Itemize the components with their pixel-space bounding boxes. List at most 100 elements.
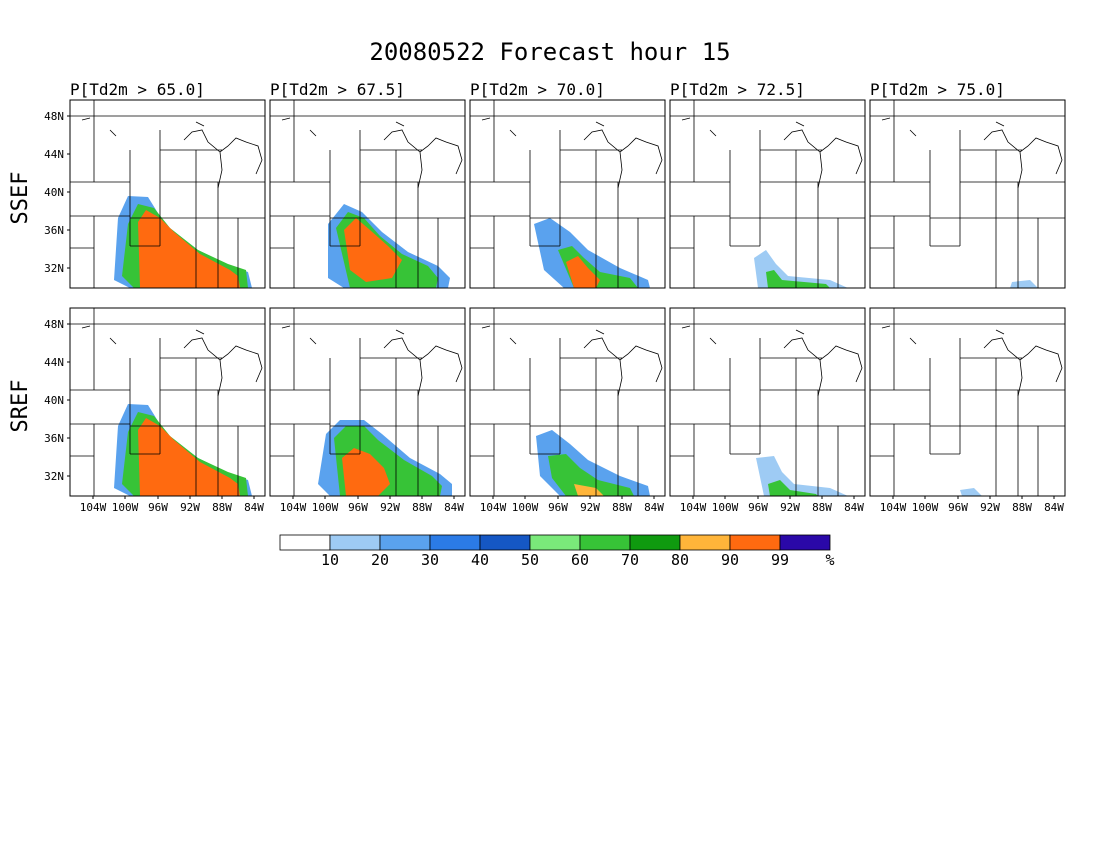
map-panel-ssef-3: P[Td2m > 70.0] — [469, 80, 666, 289]
great-lakes-coastline — [281, 117, 463, 189]
great-lakes-coastline — [481, 117, 663, 189]
colorbar-label: 60 — [571, 551, 589, 569]
lon-label: 84W — [444, 501, 464, 514]
map-frame — [669, 99, 866, 289]
lon-label: 100W — [312, 501, 339, 514]
lon-label: 104W — [880, 501, 907, 514]
figure-title: 20080522 Forecast hour 15 — [369, 38, 730, 66]
map-frame — [869, 307, 1066, 497]
colorbar-label: % — [825, 551, 834, 569]
probability-field — [960, 488, 982, 496]
lon-label: 100W — [512, 501, 539, 514]
great-lakes-coastline — [881, 325, 1063, 397]
map-frame — [469, 99, 666, 289]
lon-label: 88W — [812, 501, 832, 514]
colorbar-cell — [729, 534, 781, 551]
probability-field — [548, 454, 634, 496]
colorbar-label: 10 — [321, 551, 339, 569]
lon-label: 88W — [612, 501, 632, 514]
lat-label: 40N — [44, 186, 64, 199]
lon-label: 104W — [280, 501, 307, 514]
great-lakes-coastline — [81, 117, 263, 189]
colorbar-label: 80 — [671, 551, 689, 569]
lon-label: 92W — [980, 501, 1000, 514]
state-boundaries — [470, 100, 665, 288]
colorbar-label: 20 — [371, 551, 389, 569]
colorbar-label: 99 — [771, 551, 789, 569]
lat-label: 48N — [44, 110, 64, 123]
state-boundaries — [270, 308, 465, 496]
lon-label: 104W — [80, 501, 107, 514]
lat-label: 48N — [44, 318, 64, 331]
probability-field — [342, 448, 390, 496]
map-background — [870, 100, 1065, 288]
lon-label: 96W — [148, 501, 168, 514]
lon-label: 84W — [1044, 501, 1064, 514]
colorbar-cell — [529, 534, 581, 551]
panel-title: P[Td2m > 75.0] — [870, 80, 1005, 99]
colorbar-label: 90 — [721, 551, 739, 569]
colorbar-cell — [679, 534, 731, 551]
colorbar-label: 50 — [521, 551, 539, 569]
map-panel-ssef-2: P[Td2m > 67.5] — [269, 80, 466, 289]
lat-label: 36N — [44, 224, 64, 237]
lat-label: 44N — [44, 356, 64, 369]
state-boundaries — [270, 100, 465, 288]
state-boundaries — [870, 308, 1065, 496]
lat-label: 32N — [44, 470, 64, 483]
panel-title: P[Td2m > 67.5] — [270, 80, 405, 99]
colorbar-cell — [379, 534, 431, 551]
map-frame — [269, 307, 466, 497]
state-boundaries — [70, 308, 265, 496]
probability-field — [344, 218, 402, 282]
lat-label: 36N — [44, 432, 64, 445]
lon-label: 96W — [348, 501, 368, 514]
lon-label: 92W — [180, 501, 200, 514]
colorbar-cell — [629, 534, 681, 551]
colorbar-cell — [329, 534, 381, 551]
state-boundaries — [70, 100, 265, 288]
map-panel-sref-4 — [669, 307, 866, 497]
probability-field — [768, 480, 818, 496]
map-frame — [869, 99, 1066, 289]
colorbar-label: 30 — [421, 551, 439, 569]
lat-label: 40N — [44, 394, 64, 407]
lon-label: 100W — [112, 501, 139, 514]
colorbar-cell — [279, 534, 331, 551]
panel-title: P[Td2m > 65.0] — [70, 80, 205, 99]
state-boundaries — [470, 308, 665, 496]
lon-label: 96W — [548, 501, 568, 514]
probability-field — [1010, 280, 1038, 288]
state-boundaries — [670, 100, 865, 288]
lon-label: 88W — [1012, 501, 1032, 514]
map-panel-ssef-5: P[Td2m > 75.0] — [869, 80, 1066, 289]
colorbar-cell — [779, 534, 831, 551]
great-lakes-coastline — [281, 325, 463, 397]
map-panel-sref-2 — [269, 307, 466, 497]
colorbar-label: 40 — [471, 551, 489, 569]
colorbar-cell — [429, 534, 481, 551]
map-background — [870, 308, 1065, 496]
great-lakes-coastline — [881, 117, 1063, 189]
lon-label: 104W — [680, 501, 707, 514]
great-lakes-coastline — [81, 325, 263, 397]
lat-label: 44N — [44, 148, 64, 161]
row-label-ssef: SSEF — [8, 172, 33, 225]
great-lakes-coastline — [481, 325, 663, 397]
colorbar-cell — [579, 534, 631, 551]
colorbar-cell — [479, 534, 531, 551]
state-boundaries — [870, 100, 1065, 288]
lon-label: 100W — [912, 501, 939, 514]
panel-title: P[Td2m > 72.5] — [670, 80, 805, 99]
lon-label: 84W — [844, 501, 864, 514]
lon-label: 100W — [712, 501, 739, 514]
probability-field — [534, 218, 650, 288]
colorbar-label: 70 — [621, 551, 639, 569]
map-panel-sref-3 — [469, 307, 666, 497]
map-panel-sref-5 — [869, 307, 1066, 497]
lon-label: 84W — [644, 501, 664, 514]
map-frame — [69, 99, 266, 289]
map-frame — [269, 99, 466, 289]
probability-field — [138, 418, 240, 496]
